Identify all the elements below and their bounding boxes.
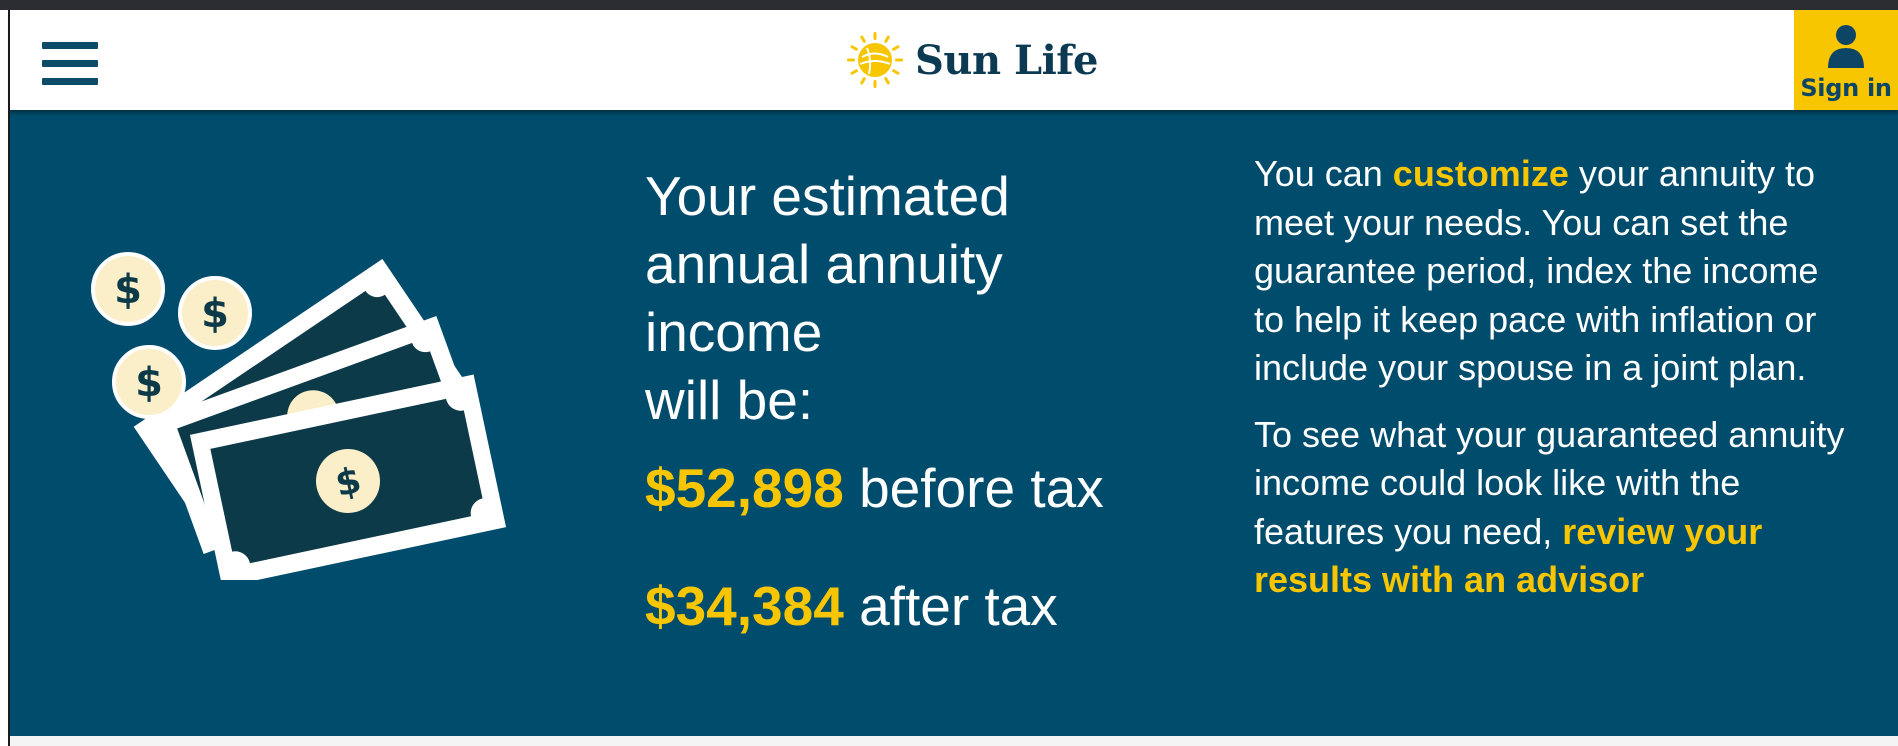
- brand-logo[interactable]: Sun Life: [845, 30, 1098, 90]
- sign-in-button[interactable]: Sign in: [1794, 10, 1898, 110]
- after-tax-estimate: $34,384 after tax: [645, 574, 1058, 638]
- advisor-text: To see what your guaranteed annuity inco…: [1254, 413, 1845, 552]
- sign-in-label: Sign in: [1800, 74, 1892, 102]
- estimate-headline: Your estimated annual annuity income wil…: [645, 162, 1010, 434]
- window-left-border: [8, 10, 10, 746]
- customize-info: You can customize your annuity to meet y…: [1254, 150, 1854, 605]
- before-tax-label: before tax: [859, 457, 1104, 519]
- user-icon: [1828, 25, 1864, 68]
- menu-bar: [42, 78, 98, 85]
- brand-name: Sun Life: [915, 36, 1098, 84]
- headline-line: will be:: [645, 369, 814, 431]
- svg-text:$: $: [201, 291, 229, 337]
- customize-paragraph: You can customize your annuity to meet y…: [1254, 150, 1854, 393]
- money-bills-coins-icon: $ $ $ $: [91, 252, 507, 580]
- menu-bar: [42, 60, 98, 67]
- headline-line: annual annuity: [645, 233, 1003, 295]
- browser-top-strip: [0, 0, 1898, 10]
- customize-rest: your annuity to meet your needs. You can…: [1254, 153, 1819, 388]
- customize-lead: You can: [1254, 153, 1393, 194]
- advisor-paragraph: To see what your guaranteed annuity inco…: [1254, 411, 1854, 605]
- svg-text:$: $: [135, 360, 163, 406]
- svg-text:$: $: [114, 267, 142, 313]
- before-tax-amount: $52,898: [645, 457, 844, 519]
- hamburger-menu-icon[interactable]: [40, 40, 98, 86]
- menu-bar: [42, 42, 98, 49]
- before-tax-estimate: $52,898 before tax: [645, 456, 1104, 520]
- customize-highlight: customize: [1392, 153, 1569, 194]
- site-header: Sun Life Sign in: [10, 10, 1898, 110]
- after-tax-amount: $34,384: [645, 575, 844, 637]
- page-bottom-strip: [10, 736, 1898, 746]
- headline-line: income: [645, 301, 823, 363]
- headline-line: Your estimated: [645, 165, 1010, 227]
- review-with-advisor-link[interactable]: review your results with an advisor: [1254, 510, 1763, 601]
- sun-logo-icon: [847, 32, 903, 88]
- after-tax-label: after tax: [859, 575, 1058, 637]
